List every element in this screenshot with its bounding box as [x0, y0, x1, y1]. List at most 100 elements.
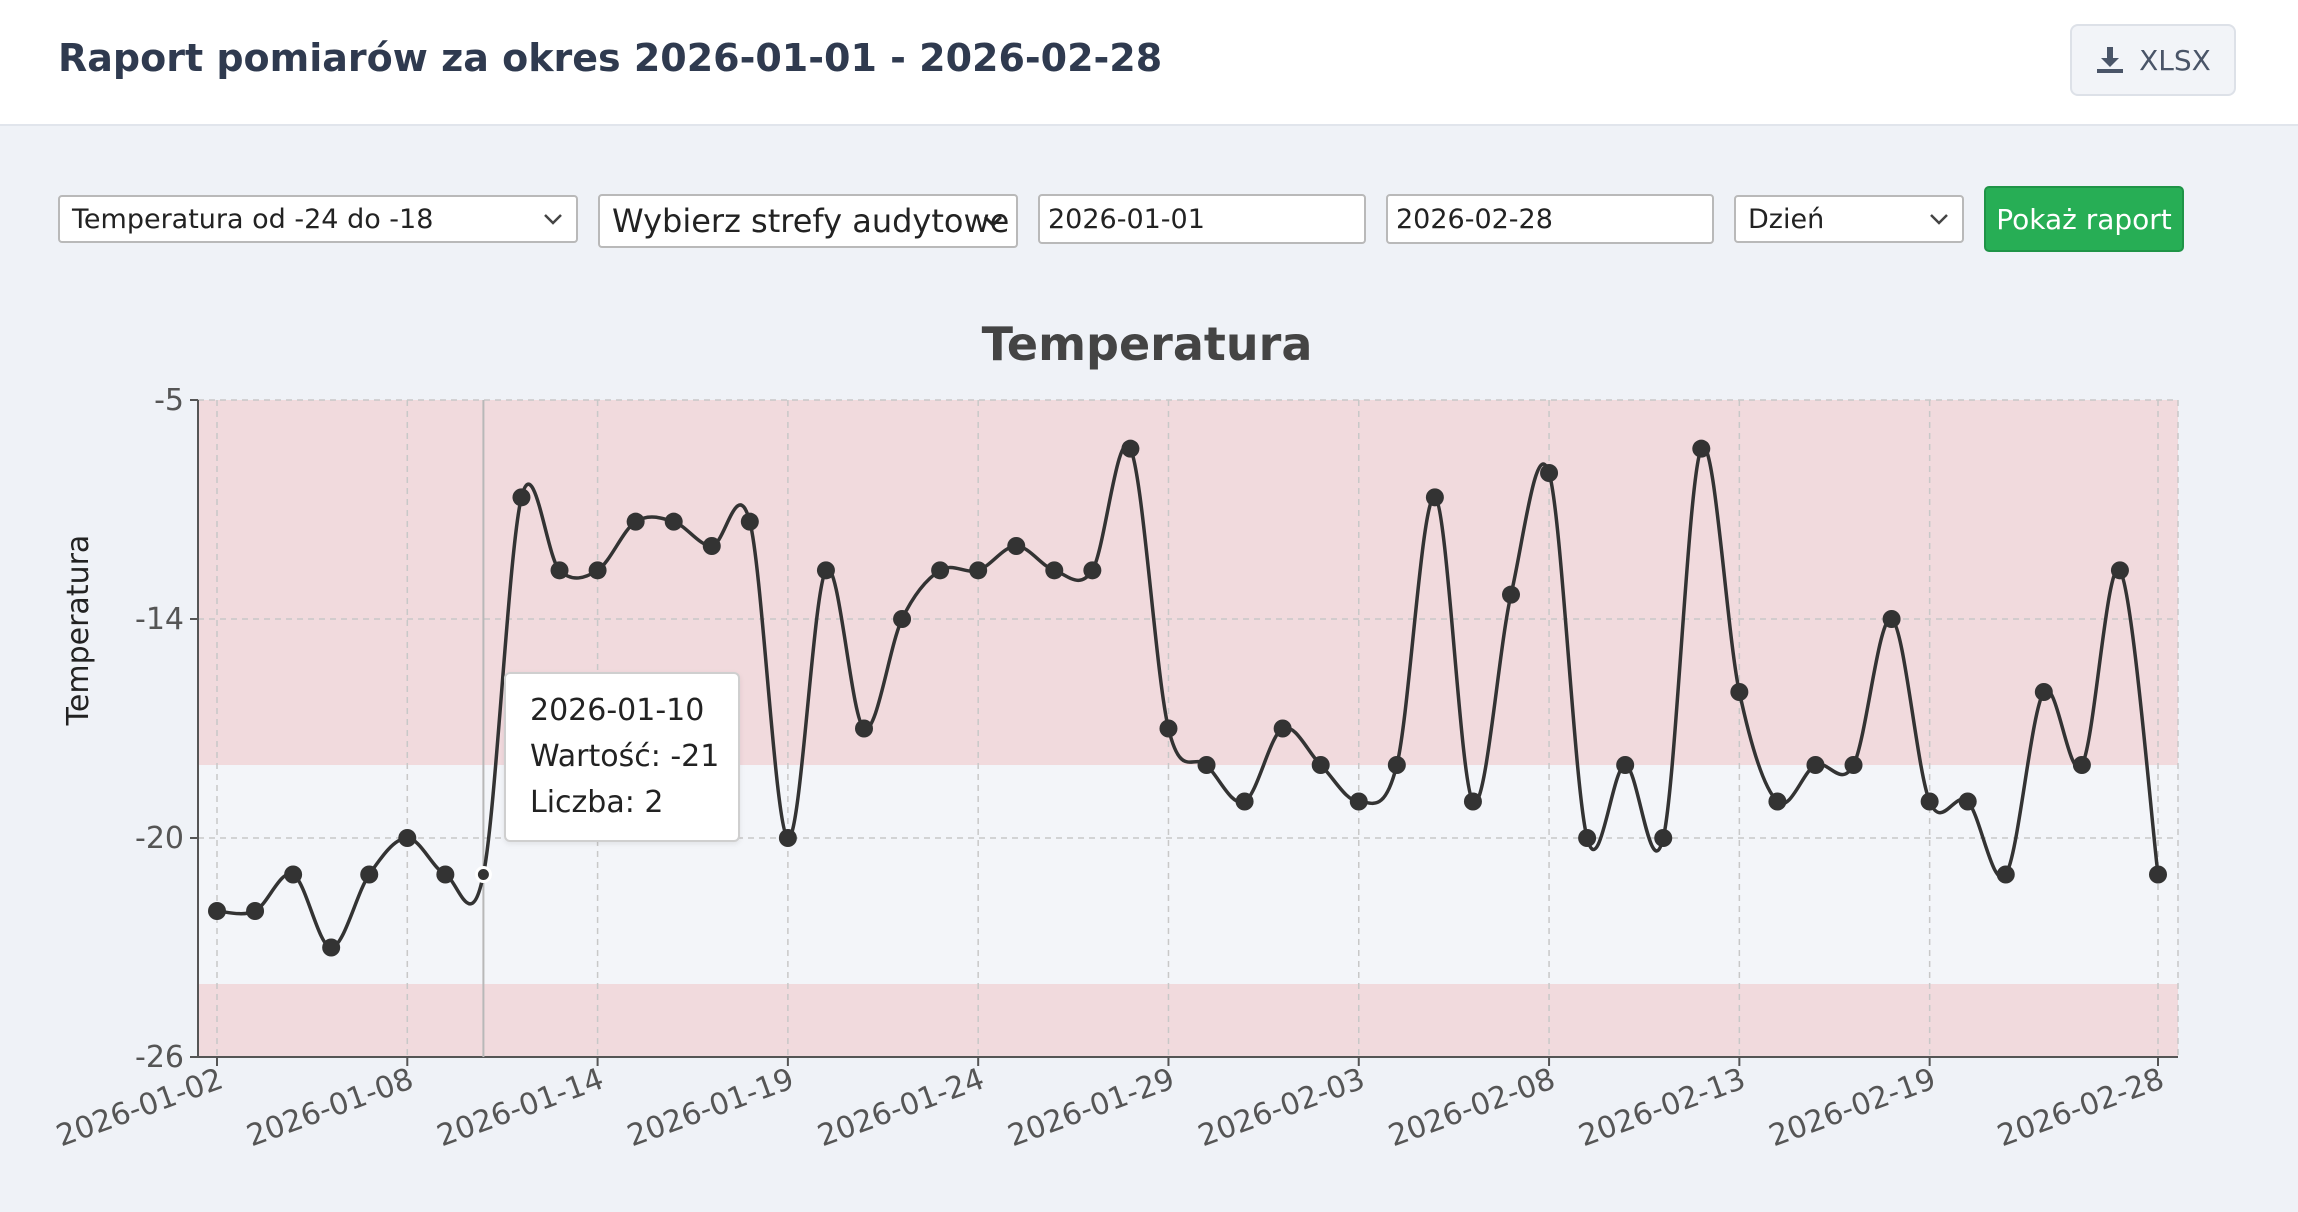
tooltip-date: 2026-01-10 — [530, 693, 705, 728]
granularity-select-value: Dzień — [1748, 203, 1825, 235]
data-point — [246, 902, 265, 920]
x-tick-labels: 2026-01-02 2026-01-08 2026-01-14 2026-01-19… — [52, 1057, 2169, 1154]
x-tick-label: 2026-02-28 — [1993, 1062, 2169, 1155]
data-point — [702, 537, 721, 555]
x-tick-label: 2026-02-08 — [1384, 1062, 1560, 1155]
download-icon — [2097, 47, 2124, 73]
data-point — [893, 610, 912, 628]
data-point — [1730, 683, 1749, 701]
data-point — [1882, 610, 1901, 628]
date-from-input[interactable]: 2026-01-01 — [1038, 194, 1366, 244]
granularity-select[interactable]: Dzień — [1734, 195, 1964, 243]
data-point — [1235, 792, 1254, 811]
export-xlsx-button[interactable]: XLSX — [2070, 24, 2236, 96]
data-point — [1502, 585, 1520, 604]
data-point — [1273, 719, 1292, 738]
x-tick-label: 2026-01-19 — [623, 1062, 799, 1155]
measurement-select[interactable]: Temperatura od -24 do -18 — [58, 195, 578, 243]
x-tick-label: 2026-01-02 — [52, 1062, 228, 1155]
data-point — [626, 512, 645, 531]
page-title: Raport pomiarów za okres 2026-01-01 - 20… — [58, 36, 1163, 80]
chevron-down-icon — [544, 214, 562, 225]
threshold-bands — [198, 400, 2178, 1057]
data-point — [2110, 561, 2129, 580]
date-to-input[interactable]: 2026-02-28 — [1386, 194, 1714, 244]
data-point — [1083, 561, 1102, 580]
data-tooltip: 2026-01-10 Wartość: -21 Liczba: 2 — [504, 672, 740, 842]
data-point — [1463, 792, 1482, 811]
data-point — [1349, 792, 1368, 811]
show-report-button[interactable]: Pokaż raport — [1984, 186, 2184, 252]
data-point — [1425, 488, 1444, 507]
chevron-down-icon — [983, 215, 1003, 228]
data-point — [1045, 561, 1064, 580]
data-point — [1806, 756, 1825, 774]
x-tick-label: 2026-02-13 — [1574, 1062, 1750, 1155]
y-tick-label: -26 — [135, 1040, 184, 1075]
data-point — [1540, 464, 1559, 482]
y-tick-label: -14 — [135, 602, 184, 637]
data-point — [1578, 829, 1597, 847]
data-point — [778, 829, 797, 847]
data-point — [1958, 792, 1977, 811]
temperature-chart: Temperatura Temperatura -5 -14 -20 -26 2026… — [52, 317, 2179, 1154]
data-point — [1311, 756, 1330, 774]
data-point — [1768, 792, 1787, 811]
data-point — [436, 865, 455, 884]
data-point — [816, 561, 835, 580]
data-point — [1121, 439, 1140, 458]
data-point — [1996, 865, 2015, 884]
x-tick-label: 2026-01-08 — [242, 1062, 418, 1155]
data-point — [1159, 719, 1178, 738]
data-point — [1616, 756, 1635, 774]
data-point — [2034, 683, 2053, 701]
data-point — [2072, 756, 2091, 774]
data-point — [969, 561, 988, 580]
x-tick-label: 2026-02-03 — [1194, 1062, 1370, 1155]
band-in-range — [198, 765, 2178, 984]
export-label: XLSX — [2139, 43, 2211, 77]
data-point — [2149, 865, 2167, 884]
data-point — [931, 561, 950, 580]
data-point — [664, 512, 683, 531]
zones-select[interactable]: Wybierz strefy audytowe — [598, 194, 1018, 248]
y-axis-label: Temperatura — [61, 535, 96, 727]
data-point — [398, 829, 417, 847]
data-point — [855, 719, 873, 738]
data-point — [1692, 439, 1711, 458]
y-tick-labels: -5 -14 -20 -26 — [135, 383, 198, 1075]
zones-select-value: Wybierz strefy audytowe — [612, 202, 1010, 240]
data-point — [1654, 829, 1673, 847]
data-point — [740, 512, 759, 531]
band-above-range — [198, 400, 2178, 765]
data-point — [588, 561, 607, 580]
data-point — [1007, 537, 1026, 555]
band-below-range — [198, 984, 2178, 1057]
data-point — [322, 938, 341, 957]
y-tick-label: -20 — [135, 821, 184, 856]
data-point — [208, 902, 226, 920]
data-point — [1920, 792, 1939, 811]
x-tick-label: 2026-01-29 — [1003, 1062, 1179, 1155]
data-point — [360, 865, 379, 884]
date-from-value: 2026-01-01 — [1048, 203, 1205, 235]
data-point-selected — [474, 866, 492, 883]
y-tick-label: -5 — [154, 383, 184, 418]
x-tick-label: 2026-01-14 — [433, 1062, 609, 1155]
tooltip-count: Liczba: 2 — [530, 785, 664, 820]
x-tick-label: 2026-02-19 — [1765, 1062, 1941, 1155]
data-point — [1197, 756, 1216, 774]
data-point — [1387, 756, 1406, 774]
axes — [197, 400, 2178, 1058]
measurement-select-value: Temperatura od -24 do -18 — [72, 203, 434, 235]
date-to-value: 2026-02-28 — [1396, 203, 1553, 235]
data-point — [512, 488, 531, 507]
chart-title: Temperatura — [982, 317, 1313, 371]
header-bar: Raport pomiarów za okres 2026-01-01 - 20… — [0, 0, 2298, 126]
x-tick-label: 2026-01-24 — [813, 1062, 989, 1155]
data-point — [284, 865, 303, 884]
data-point — [550, 561, 569, 580]
data-points — [208, 439, 2167, 957]
data-point — [1844, 756, 1863, 774]
chevron-down-icon — [1930, 214, 1948, 225]
